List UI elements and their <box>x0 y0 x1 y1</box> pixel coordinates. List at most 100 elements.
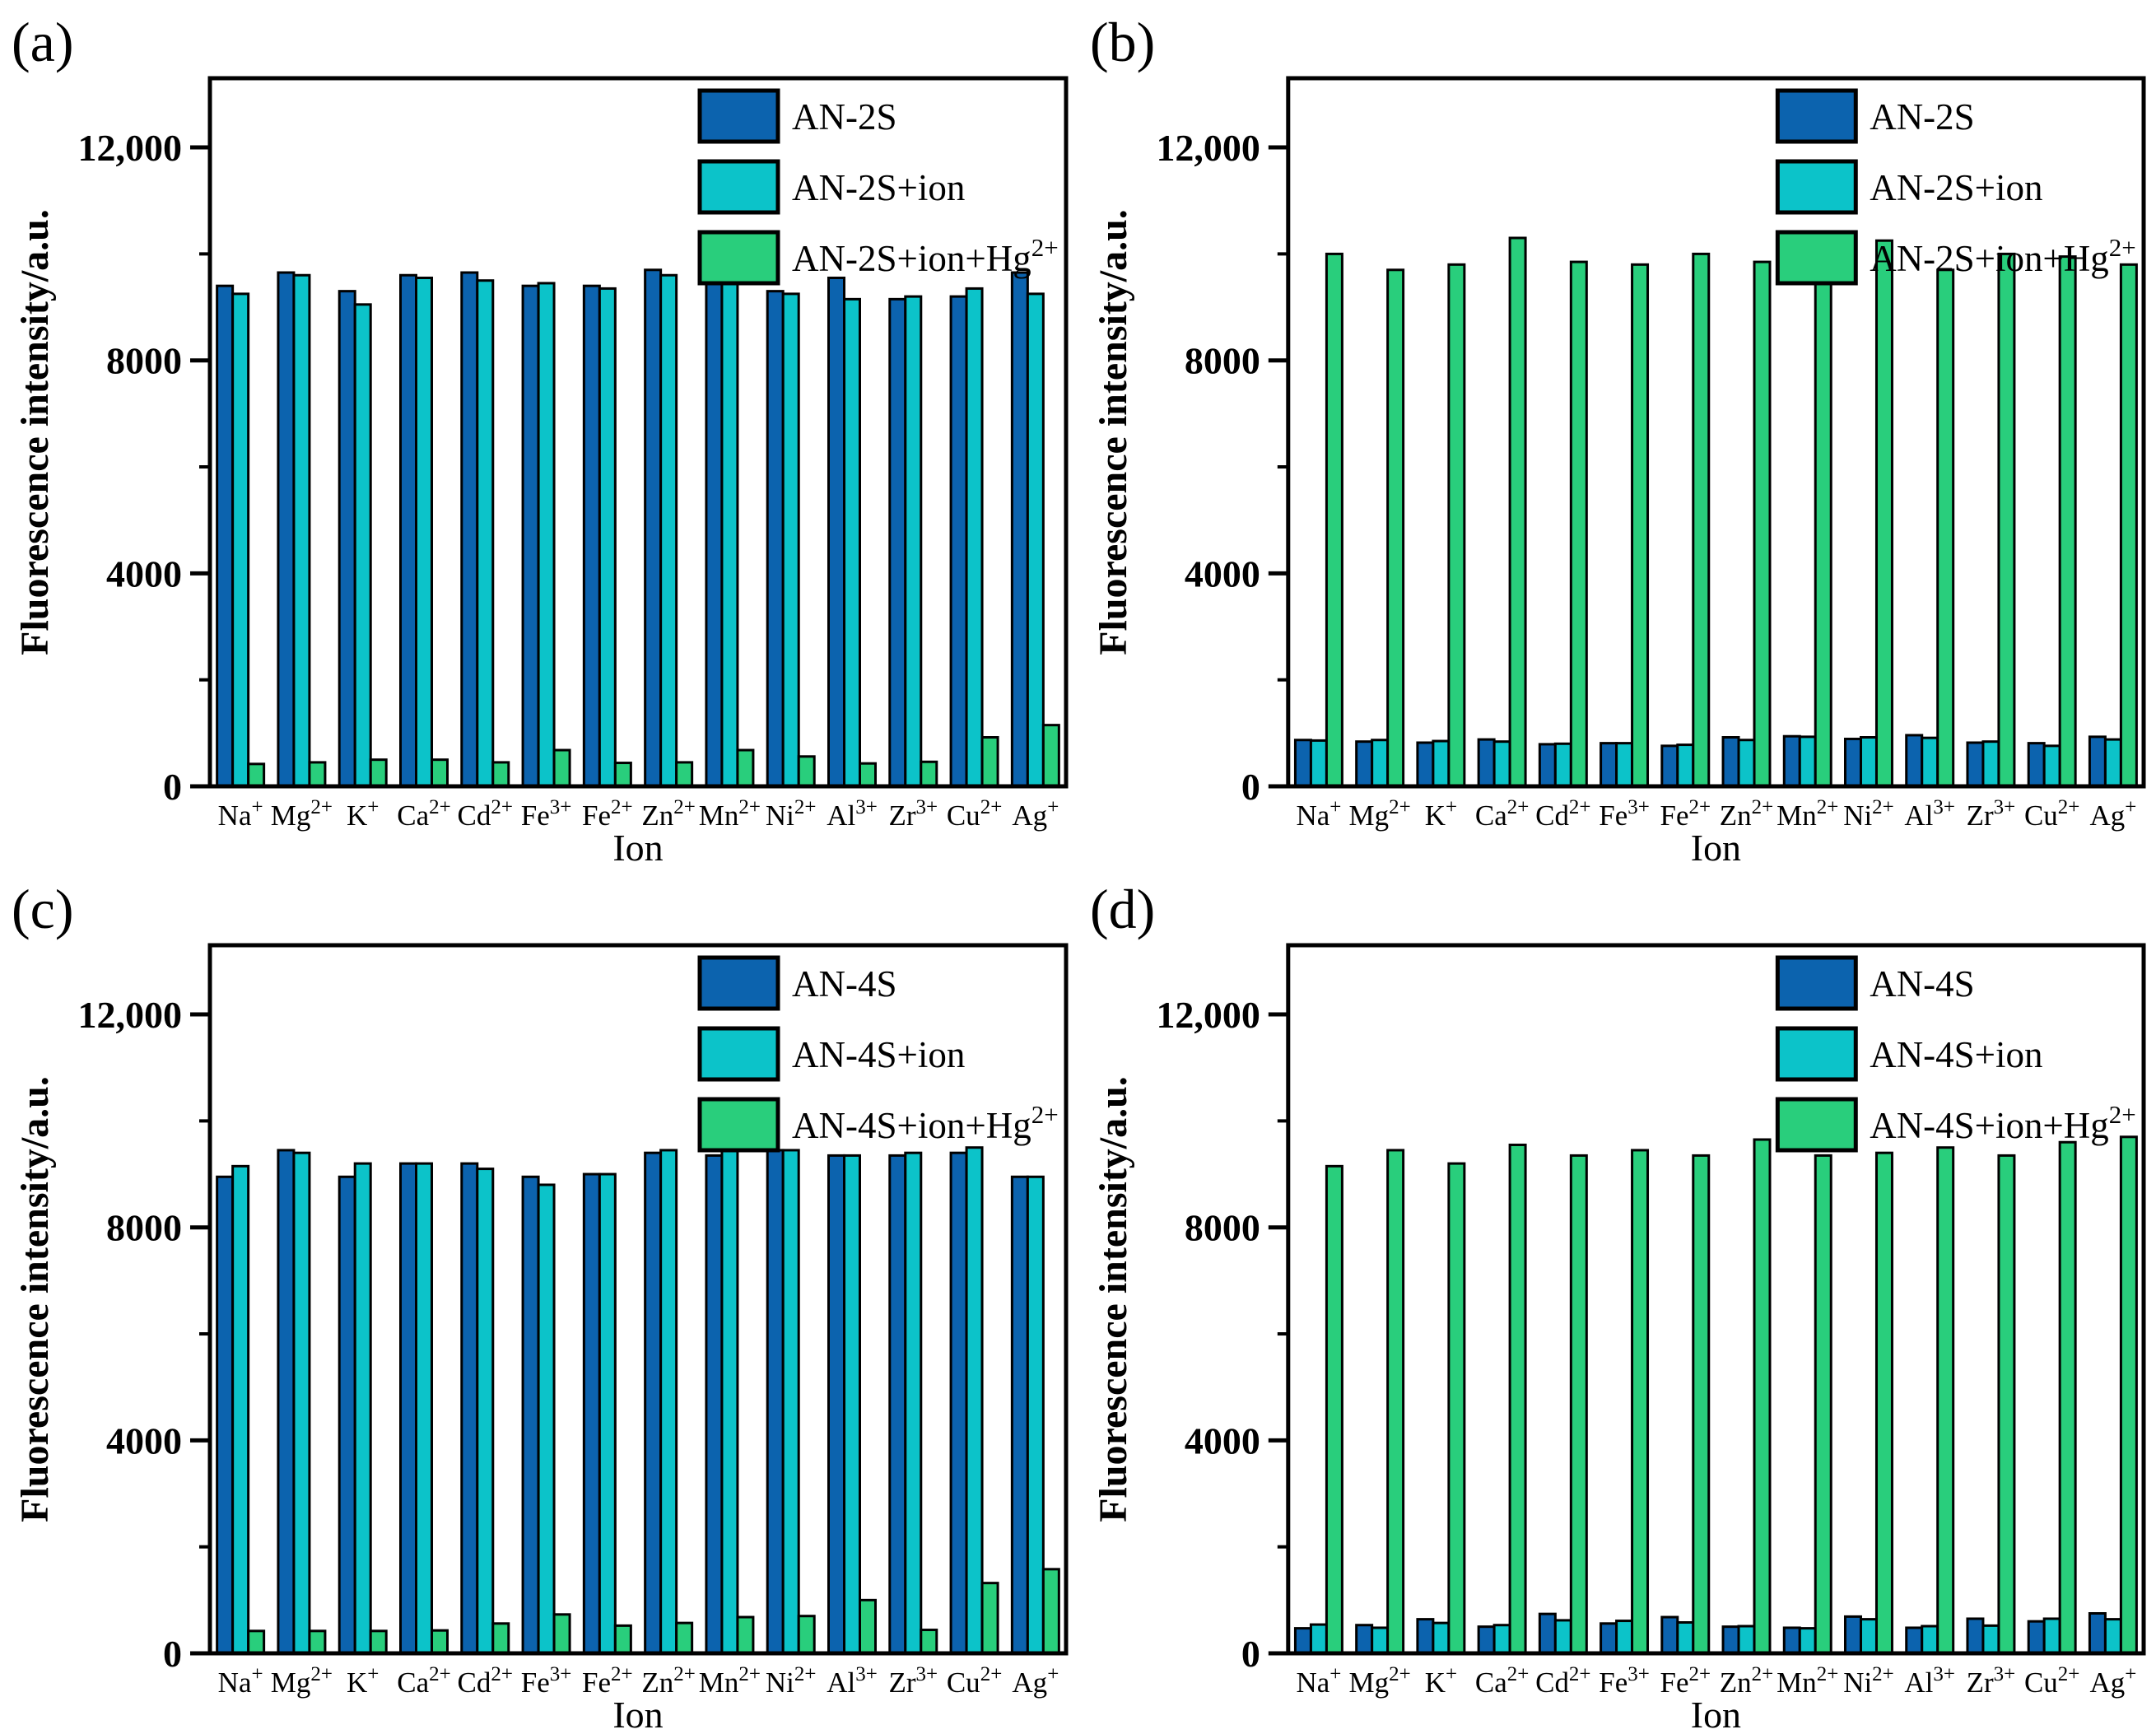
bar-AN-4S-Mn2+ <box>705 1154 724 1655</box>
bar-AN-4S-Fe2+ <box>582 1172 601 1655</box>
bar-AN-4S+ion-Fe2+ <box>598 1172 617 1655</box>
y-axis-title: Fluorescence intensity/a.u. <box>13 209 57 655</box>
bar-AN-2S-Fe3+ <box>1600 742 1618 788</box>
legend-swatch-AN-2S <box>1775 88 1858 144</box>
x-tick-label-Ni2+: Ni2+ <box>766 796 817 832</box>
bar-AN-4S+ion-Mn2+ <box>720 1149 739 1655</box>
legend-swatch-AN-4S+ion+Hg <box>1775 1097 1858 1153</box>
x-tick-label-K+: K+ <box>1425 1663 1457 1699</box>
legend-label-AN-4S: AN-4S <box>792 963 897 1005</box>
bar-AN-2S+ion+Hg-Fe2+ <box>1692 252 1711 788</box>
bar-AN-2S-Ag+ <box>1010 271 1029 788</box>
bar-AN-4S+ion-Zr3+ <box>1981 1624 2000 1655</box>
bar-AN-4S+ion-Cu2+ <box>2042 1617 2061 1655</box>
x-tick-label-Ni2+: Ni2+ <box>766 1663 817 1699</box>
y-tick-label: 8000 <box>106 1207 182 1249</box>
x-tick-label-Ag+: Ag+ <box>2089 1663 2136 1699</box>
bar-AN-4S+ion+Hg-Fe2+ <box>1692 1154 1711 1655</box>
legend-swatch-AN-4S+ion <box>697 1026 780 1082</box>
bar-AN-4S-Ca2+ <box>399 1162 417 1655</box>
legend-label-AN-4S+ion: AN-4S+ion <box>792 1034 965 1075</box>
x-axis-title: Ion <box>612 827 663 867</box>
bar-AN-2S-Fe3+ <box>521 284 540 788</box>
x-tick-label-Fe3+: Fe3+ <box>1599 796 1650 832</box>
bar-AN-2S+ion-Cd2+ <box>1553 742 1572 788</box>
legend-label-AN-4S+ion: AN-4S+ion <box>1870 1034 2042 1075</box>
legend-label-AN-2S: AN-2S <box>792 96 897 138</box>
bar-AN-2S+ion+Hg-Zr3+ <box>920 760 938 788</box>
bar-AN-2S+ion+Hg-Mg2+ <box>1386 268 1405 788</box>
bar-AN-2S+ion+Hg-Fe3+ <box>552 748 571 788</box>
x-tick-label-Mn2+: Mn2+ <box>1776 1663 1838 1699</box>
bar-AN-4S+ion-Ni2+ <box>781 1149 800 1655</box>
bar-AN-4S+ion+Hg-Cd2+ <box>491 1622 510 1655</box>
x-tick-label-Mg2+: Mg2+ <box>271 796 333 832</box>
x-tick-label-Al3+: Al3+ <box>827 1663 878 1699</box>
bar-AN-2S+ion+Hg-Ni2+ <box>797 755 816 788</box>
bar-AN-4S+ion-Zn2+ <box>1737 1624 1756 1655</box>
plot-frame <box>207 76 1069 789</box>
bar-AN-4S-Mg2+ <box>277 1149 296 1655</box>
x-tick-label-Zr3+: Zr3+ <box>1967 796 2016 832</box>
x-tick-label-Mg2+: Mg2+ <box>271 1663 333 1699</box>
bar-AN-4S-Zr3+ <box>888 1154 907 1655</box>
y-tick-label: 0 <box>1241 1633 1260 1675</box>
x-tick-label-Cu2+: Cu2+ <box>2024 1663 2079 1699</box>
x-tick-label-K+: K+ <box>1425 796 1457 832</box>
bar-AN-4S+ion-Ca2+ <box>415 1162 433 1655</box>
y-tick-label: 4000 <box>106 1419 182 1461</box>
bar-AN-4S-K+ <box>1416 1618 1435 1655</box>
bar-AN-2S-Fe2+ <box>1660 744 1679 788</box>
bar-AN-4S-Zn2+ <box>1721 1625 1740 1655</box>
bar-AN-4S+ion-K+ <box>353 1162 372 1655</box>
bar-AN-4S+ion-Na+ <box>1309 1623 1328 1655</box>
bar-AN-2S+ion+Hg-Cu2+ <box>980 736 999 788</box>
bar-AN-2S+ion+Hg-K+ <box>1447 263 1466 788</box>
bar-AN-2S+ion+Hg-Mg2+ <box>308 761 327 788</box>
bar-AN-4S+ion-Mg2+ <box>292 1151 311 1655</box>
y-tick-label: 4000 <box>1185 552 1260 594</box>
bar-AN-2S+ion+Hg-Ca2+ <box>431 758 449 788</box>
bar-AN-2S+ion-K+ <box>353 303 372 788</box>
bar-AN-2S+ion-Cd2+ <box>476 279 495 788</box>
x-tick-label-Mn2+: Mn2+ <box>699 1663 761 1699</box>
x-tick-label-Ca2+: Ca2+ <box>1475 1663 1529 1699</box>
bar-AN-4S+ion+Hg-Zr3+ <box>1997 1154 2016 1655</box>
bar-AN-2S+ion+Hg-Mn2+ <box>1814 268 1832 788</box>
bar-AN-2S+ion-Ag+ <box>1026 292 1045 788</box>
bar-AN-4S-Zn2+ <box>644 1151 663 1655</box>
legend-label-AN-4S+ion+Hg: AN-4S+ion+Hg2+ <box>792 1100 1059 1146</box>
bar-AN-2S+ion-Zn2+ <box>1737 739 1756 788</box>
bar-AN-2S-Zr3+ <box>888 297 907 788</box>
bar-AN-2S+ion+Hg-K+ <box>369 758 388 788</box>
bar-AN-4S+ion+Hg-Mg2+ <box>1386 1149 1405 1655</box>
y-tick-label: 12,000 <box>78 127 183 169</box>
bar-AN-2S+ion+Hg-Ni2+ <box>1874 239 1893 788</box>
y-tick-label: 8000 <box>1185 340 1260 382</box>
x-tick-label-Ag+: Ag+ <box>1012 796 1059 832</box>
bar-AN-2S-Ag+ <box>2088 735 2107 788</box>
bar-AN-4S+ion+Hg-Fe2+ <box>613 1624 632 1655</box>
bar-AN-2S+ion+Hg-Ca2+ <box>1508 236 1527 788</box>
x-tick-label-Ag+: Ag+ <box>2089 796 2136 832</box>
x-tick-label-Fe3+: Fe3+ <box>521 796 572 832</box>
y-tick-label: 4000 <box>1185 1419 1260 1461</box>
x-tick-label-Cd2+: Cd2+ <box>1535 1663 1590 1699</box>
bar-AN-2S-Cd2+ <box>460 271 479 788</box>
x-tick-label-Cd2+: Cd2+ <box>458 796 513 832</box>
bar-AN-2S+ion-Zr3+ <box>904 295 923 788</box>
x-tick-label-Na+: Na+ <box>218 796 263 832</box>
bar-AN-4S+ion-Ag+ <box>2103 1618 2122 1655</box>
panel-d: (d) 0 4000 8000 12,000 Fluorescence intensity… <box>1078 867 2156 1734</box>
x-tick-label-Cu2+: Cu2+ <box>2024 796 2079 832</box>
bar-AN-4S+ion+Hg-Ni2+ <box>1874 1151 1893 1655</box>
legend-swatch-AN-2S+ion+Hg <box>697 230 780 286</box>
bar-AN-2S+ion-Ca2+ <box>415 276 433 788</box>
bar-AN-4S+ion+Hg-Mg2+ <box>308 1629 327 1655</box>
y-axis-title: Fluorescence intensity/a.u. <box>1092 209 1135 655</box>
bar-AN-2S+ion-Ag+ <box>2103 738 2122 788</box>
bar-AN-2S-Ni2+ <box>766 290 785 788</box>
bar-AN-4S-Ni2+ <box>1844 1615 1862 1655</box>
bar-AN-4S+ion-Fe3+ <box>1615 1620 1634 1655</box>
